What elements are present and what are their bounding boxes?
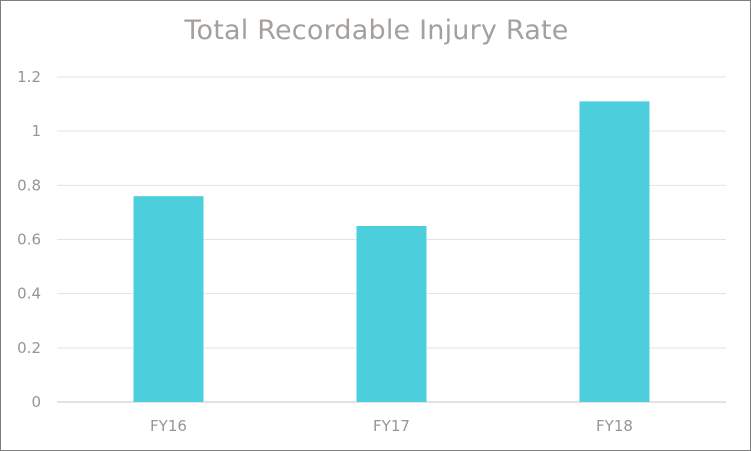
x-tick-label: FY17: [373, 417, 410, 435]
x-axis-ticks: FY16 FY17 FY18: [150, 417, 633, 435]
y-axis-ticks: 0 0.2 0.4 0.6 0.8 1 1.2: [17, 68, 41, 411]
y-tick-label: 0.4: [17, 285, 41, 303]
y-tick-label: 1.2: [17, 68, 41, 86]
bar-fy18: [579, 101, 650, 402]
y-tick-label: 0.8: [17, 176, 41, 194]
y-tick-label: 0: [31, 393, 41, 411]
x-tick-label: FY18: [596, 417, 633, 435]
y-tick-label: 1: [31, 122, 41, 140]
bars: [133, 101, 650, 402]
bar-fy16: [133, 196, 204, 402]
y-tick-label: 0.6: [17, 231, 41, 249]
y-tick-label: 0.2: [17, 339, 41, 357]
chart-title: Total Recordable Injury Rate: [184, 15, 569, 46]
x-tick-label: FY16: [150, 417, 187, 435]
bar-fy17: [356, 225, 427, 402]
